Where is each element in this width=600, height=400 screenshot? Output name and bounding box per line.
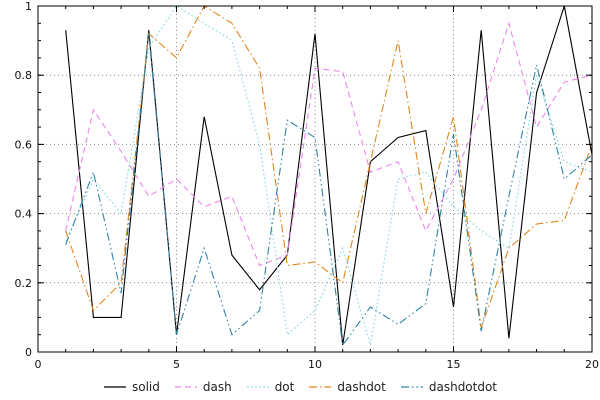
legend-label-dashdotdot: dashdotdot (428, 380, 498, 394)
legend-label-dot: dot (274, 380, 295, 394)
legend-line-sample-solid (103, 386, 126, 388)
legend-item-dashdot: dashdot (308, 380, 386, 394)
y-tick-label: 0 (25, 346, 32, 359)
chart-legend: solid dash dot dashdot dashdotdot (0, 380, 600, 394)
legend-label-solid: solid (131, 380, 160, 394)
legend-item-dot: dot (246, 380, 295, 394)
series-line-dot (65, 5, 593, 346)
legend-line-sample-dot (246, 386, 269, 388)
legend-line-sample-dashdotdot (400, 386, 423, 388)
legend-item-solid: solid (103, 380, 160, 394)
legend-line-sample-dash (174, 386, 197, 388)
legend-label-dashdot: dashdot (337, 380, 386, 394)
legend-label-dash: dash (202, 380, 232, 394)
series-line-dashdot (65, 5, 593, 328)
y-tick-label: 0.8 (15, 69, 33, 82)
x-tick-label: 5 (173, 358, 180, 371)
y-tick-label: 0.4 (15, 208, 33, 221)
series-line-dash (65, 21, 593, 267)
y-tick-label: 1 (25, 0, 32, 13)
x-tick-label: 15 (447, 358, 461, 371)
legend-item-dashdotdot: dashdotdot (400, 380, 497, 394)
series-line-solid (65, 5, 593, 346)
x-tick-label: 0 (35, 358, 42, 371)
legend-line-sample-dashdot (309, 386, 332, 388)
legend-item-dash: dash (174, 380, 232, 394)
x-tick-label: 20 (585, 358, 599, 371)
y-tick-label: 0.2 (15, 277, 33, 290)
x-tick-label: 10 (308, 358, 322, 371)
y-tick-label: 0.6 (15, 138, 33, 151)
